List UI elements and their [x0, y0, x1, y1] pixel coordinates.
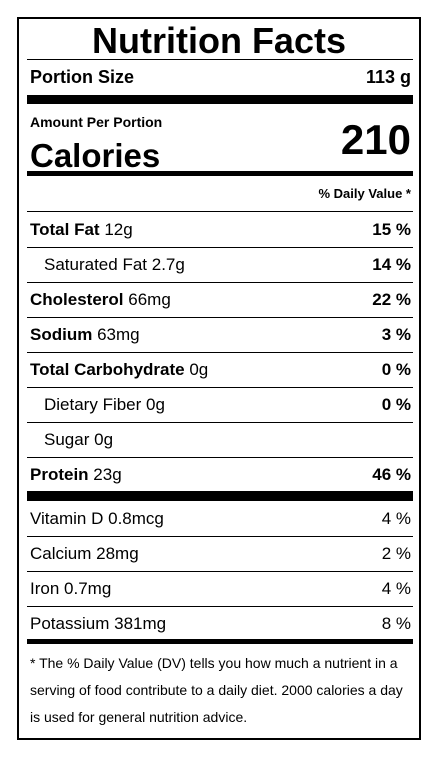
daily-value: 46 %	[372, 465, 411, 484]
nutrient: Vitamin D 0.8mcg	[30, 509, 164, 529]
nutrient: Calcium 28mg	[30, 544, 139, 564]
nutrient-amount: 2.7g	[151, 255, 185, 274]
nutrient-amount: 0.7mg	[64, 579, 112, 598]
nutrient-name: Total Fat	[30, 220, 100, 239]
nutrition-label: Nutrition Facts Portion Size 113 g Amoun…	[17, 17, 421, 740]
title: Nutrition Facts	[91, 20, 346, 61]
nutrient: Saturated Fat 2.7g	[30, 255, 185, 275]
daily-value: 2 %	[381, 544, 411, 563]
divider	[27, 352, 413, 353]
daily-value: 14 %	[372, 255, 411, 274]
portion-row: Portion Size 113 g	[30, 65, 411, 89]
daily-value: 4 %	[381, 509, 411, 528]
nutrient-amount: 66mg	[128, 290, 171, 309]
nutrient: Sodium 63mg	[30, 325, 140, 345]
nutrient-name: Potassium	[30, 614, 110, 633]
nutrient-name: Cholesterol	[30, 290, 124, 309]
daily-value: 0 %	[381, 360, 411, 379]
divider	[27, 457, 413, 458]
nutrient-row: Potassium 381mg 8 %	[30, 612, 411, 636]
divider	[27, 282, 413, 283]
divider	[27, 247, 413, 248]
nutrient-name: Calcium	[30, 544, 92, 563]
portion-label: Portion Size	[30, 66, 135, 87]
nutrient: Total Fat 12g	[30, 220, 133, 240]
portion-value: 113 g	[365, 66, 411, 87]
divider	[27, 211, 413, 212]
nutrient-name: Dietary Fiber	[44, 395, 142, 414]
nutrient-row: Total Carbohydrate 0g 0 %	[30, 358, 411, 382]
daily-value: 8 %	[381, 614, 411, 633]
thick-divider	[27, 639, 413, 644]
daily-value: 15 %	[372, 220, 411, 239]
nutrient-row: Iron 0.7mg 4 %	[30, 577, 411, 601]
nutrient-amount: 63mg	[97, 325, 140, 344]
nutrient-row: Calcium 28mg 2 %	[30, 542, 411, 566]
daily-value: 3 %	[381, 325, 411, 344]
footnote: * The % Daily Value (DV) tells you how m…	[30, 655, 403, 725]
daily-value: 4 %	[381, 579, 411, 598]
nutrient-row: Cholesterol 66mg 22 %	[30, 288, 411, 312]
amount-label: Amount Per Portion	[30, 114, 163, 130]
divider	[27, 606, 413, 607]
nutrient-amount: 23g	[93, 465, 122, 484]
nutrient: Dietary Fiber 0g	[30, 395, 165, 415]
nutrient-name: Sugar	[44, 430, 90, 449]
daily-value: 22 %	[372, 290, 411, 309]
nutrient-name: Vitamin D	[30, 509, 104, 528]
nutrient-row: Total Fat 12g 15 %	[30, 218, 411, 242]
nutrient-amount: 381mg	[114, 614, 167, 633]
nutrient: Iron 0.7mg	[30, 579, 111, 599]
thick-divider	[27, 491, 413, 501]
nutrient-row: Protein 23g 46 %	[30, 463, 411, 487]
nutrient-amount: 12g	[104, 220, 133, 239]
calories-label: Calories	[30, 137, 161, 174]
nutrient-row: Sodium 63mg 3 %	[30, 323, 411, 347]
nutrient: Total Carbohydrate 0g	[30, 360, 208, 380]
thick-divider	[27, 171, 413, 176]
nutrient: Cholesterol 66mg	[30, 290, 171, 310]
nutrient-amount: 0g	[189, 360, 209, 379]
divider	[27, 536, 413, 537]
dv-header: % Daily Value *	[318, 186, 412, 201]
nutrient-name: Protein	[30, 465, 89, 484]
divider	[27, 317, 413, 318]
nutrient-amount: 0g	[94, 430, 114, 449]
nutrient-row: Dietary Fiber 0g 0 %	[30, 393, 411, 417]
nutrient-amount: 28mg	[96, 544, 139, 563]
divider	[27, 422, 413, 423]
nutrient: Protein 23g	[30, 465, 122, 485]
nutrient-name: Saturated Fat	[44, 255, 148, 274]
nutrient-name: Sodium	[30, 325, 93, 344]
thick-divider	[27, 95, 413, 104]
nutrient: Potassium 381mg	[30, 614, 166, 634]
divider	[27, 571, 413, 572]
nutrient-amount: 0g	[146, 395, 165, 414]
nutrient-name: Total Carbohydrate	[30, 360, 185, 379]
nutrient-row: Saturated Fat 2.7g 14 %	[30, 253, 411, 277]
nutrient-amount: 0.8mcg	[108, 509, 164, 528]
nutrient-name: Iron	[30, 579, 60, 598]
nutrient: Sugar 0g	[30, 430, 113, 450]
divider	[27, 387, 413, 388]
calories-value: 210	[340, 116, 411, 163]
divider	[27, 59, 413, 60]
nutrient-row: Sugar 0g	[30, 428, 411, 452]
daily-value: 0 %	[381, 395, 411, 414]
nutrient-row: Vitamin D 0.8mcg 4 %	[30, 507, 411, 531]
